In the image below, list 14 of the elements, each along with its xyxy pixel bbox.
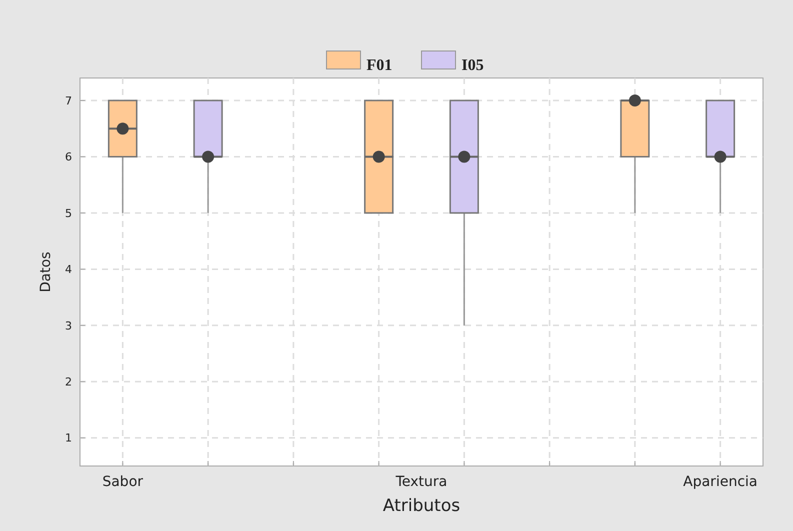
x-tick-label: Apariencia: [683, 474, 758, 490]
x-axis-title: Atributos: [382, 496, 460, 516]
y-tick-label: 7: [65, 94, 72, 108]
y-tick-label: 2: [65, 376, 72, 388]
x-tick-label: Textura: [394, 474, 448, 490]
y-tick-label: 4: [65, 263, 72, 276]
y-tick-label: 1: [65, 432, 72, 445]
y-tick-label: 3: [65, 319, 72, 332]
y-axis-title: Datos: [38, 252, 54, 292]
legend-label: I05: [462, 57, 484, 74]
legend-label: F01: [366, 57, 392, 74]
y-tick-label: 5: [65, 206, 72, 220]
x-tick-label: Sabor: [102, 474, 144, 490]
y-tick-label: 6: [65, 150, 72, 164]
